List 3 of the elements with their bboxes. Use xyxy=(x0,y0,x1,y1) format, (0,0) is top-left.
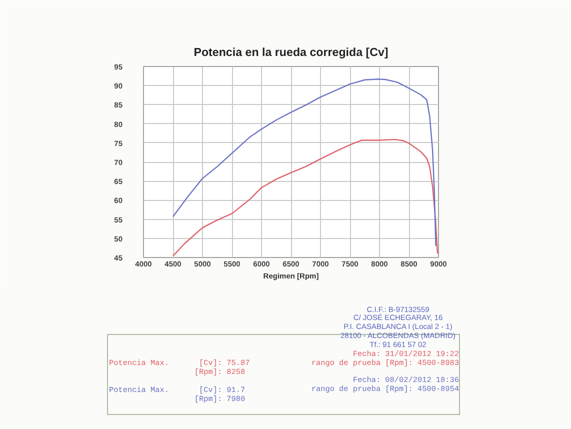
line-series xyxy=(172,138,438,257)
chart-title: Potencia en la rueda corregida [Cv] xyxy=(194,46,388,59)
line-series xyxy=(172,78,436,247)
